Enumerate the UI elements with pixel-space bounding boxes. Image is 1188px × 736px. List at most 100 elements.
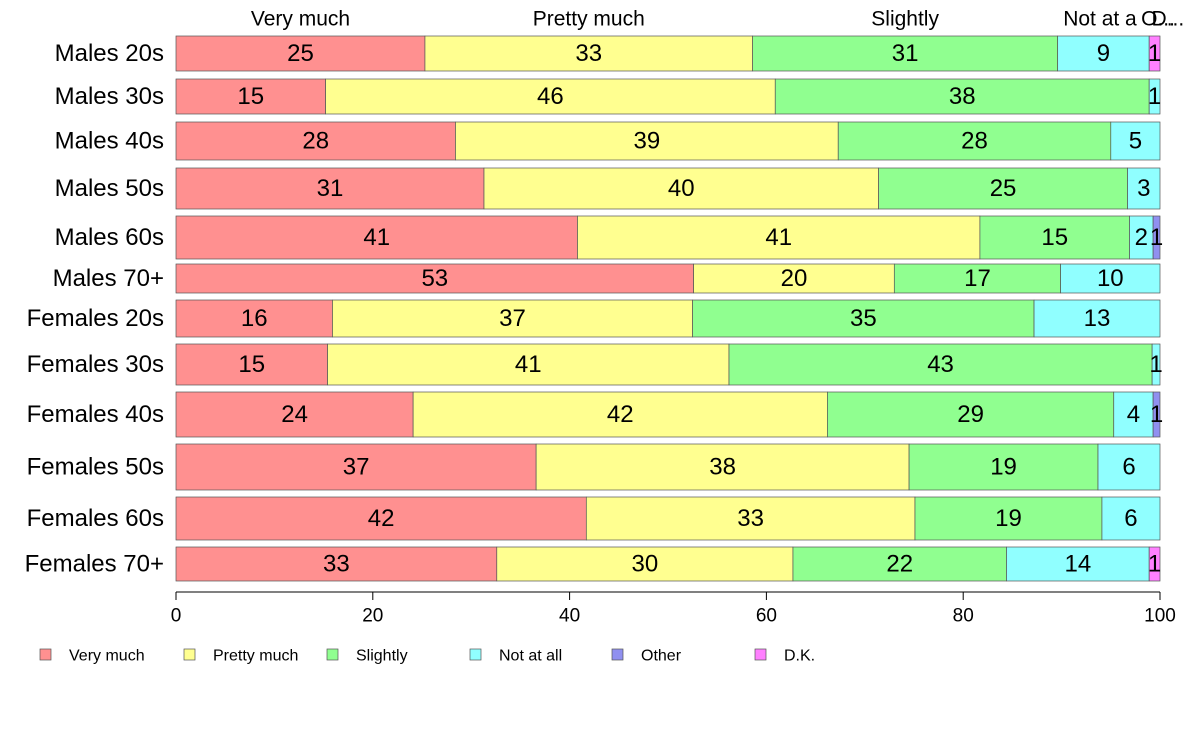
category-label: Females 40s: [27, 401, 164, 428]
legend-label: Not at all: [499, 648, 562, 665]
bar-segment: [175, 78, 326, 115]
bar-value-label: 39: [633, 128, 660, 155]
bar-segment: [325, 78, 776, 115]
bar-value-label: 42: [368, 505, 395, 532]
bar-segment: [1110, 121, 1161, 161]
x-tick-label: 100: [1144, 606, 1176, 627]
bar-value-label: 37: [343, 454, 370, 481]
top-category-label: D...: [1152, 8, 1185, 31]
bar-value-label: 33: [575, 40, 602, 67]
bar-value-label: 46: [537, 83, 564, 110]
legend-label: Slightly: [356, 648, 408, 665]
top-category-label: O...: [1141, 8, 1175, 31]
legend-label: Pretty much: [213, 648, 298, 665]
x-tick-label: 60: [756, 606, 777, 627]
legend-label: D.K.: [784, 648, 815, 665]
category-label: Males 30s: [55, 83, 164, 110]
x-tick-label: 40: [559, 606, 580, 627]
category-label: Females 60s: [27, 505, 164, 532]
bar-value-label: 6: [1122, 454, 1135, 481]
category-label: Males 70+: [53, 265, 164, 292]
bar-value-label: 1: [1148, 40, 1161, 67]
bar-segment: [827, 391, 1115, 438]
bar-value-label: 1: [1150, 224, 1163, 251]
bar-value-label: 30: [632, 551, 659, 578]
bar-segment: [692, 299, 1035, 338]
bar-value-label: 15: [238, 351, 265, 378]
bar-segment: [535, 443, 910, 491]
bar-segment: [175, 496, 587, 541]
bar-segment: [455, 121, 839, 161]
bars: 25 33 31 9 115 46 38 128 39 28 531 40 25 341 41 15 2 153 2…: [175, 35, 1163, 582]
bar-segment: [1097, 443, 1161, 491]
x-axis: 0 20 40 60 80 100: [171, 591, 1176, 627]
bar-value-label: 22: [886, 551, 913, 578]
bar-segment: [1152, 215, 1161, 260]
bar-segment: [496, 546, 794, 582]
category-label: Females 70+: [25, 551, 164, 578]
legend-swatch: [611, 648, 624, 661]
bar-value-label: 16: [241, 305, 268, 332]
legend-swatch: [326, 648, 339, 661]
bar-value-label: 28: [961, 128, 988, 155]
bar-segment: [175, 391, 414, 438]
bar-value-label: 42: [607, 401, 634, 428]
bar-segment: [792, 546, 1007, 582]
bar-segment: [585, 496, 916, 541]
category-label: Males 60s: [55, 224, 164, 251]
bar-value-label: 40: [668, 175, 695, 202]
bar-segment: [175, 343, 328, 386]
bar-value-label: 1: [1148, 551, 1161, 578]
bar-value-label: 13: [1084, 305, 1111, 332]
bar-value-label: 15: [1041, 224, 1068, 251]
category-label: Males 50s: [55, 175, 164, 202]
bar-segment: [175, 215, 578, 260]
bar-segment: [1101, 496, 1161, 541]
bar-segment: [1127, 167, 1161, 210]
bar-segment: [837, 121, 1112, 161]
bar-value-label: 1: [1149, 351, 1162, 378]
bar-segment: [175, 263, 694, 294]
bar-value-label: 29: [957, 401, 984, 428]
bar-value-label: 4: [1127, 401, 1140, 428]
legend: Very much Pretty much Slightly Not at all Ot…: [39, 648, 815, 665]
bar-segment: [175, 299, 333, 338]
bar-value-label: 28: [302, 128, 329, 155]
bar-value-label: 17: [964, 265, 991, 292]
bar-segment: [412, 391, 828, 438]
legend-swatch: [183, 648, 196, 661]
bar-segment: [1060, 263, 1161, 294]
bar-value-label: 9: [1097, 40, 1110, 67]
bar-segment: [1148, 546, 1161, 582]
bar-segment: [327, 343, 730, 386]
bar-segment: [914, 496, 1103, 541]
legend-swatch: [469, 648, 482, 661]
bar-value-label: 10: [1097, 265, 1124, 292]
category-label: Females 20s: [27, 305, 164, 332]
bar-segment: [979, 215, 1130, 260]
bar-value-label: 24: [281, 401, 308, 428]
bar-segment: [332, 299, 693, 338]
bar-segment: [1006, 546, 1150, 582]
top-category-label: Not at a: [1063, 8, 1137, 31]
bar-value-label: 25: [990, 175, 1017, 202]
bar-segment: [1113, 391, 1154, 438]
bar-value-label: 41: [765, 224, 792, 251]
bar-value-label: 43: [927, 351, 954, 378]
bar-segment: [878, 167, 1128, 210]
bar-segment: [1152, 391, 1161, 438]
bar-value-label: 3: [1137, 175, 1150, 202]
bar-segment: [1148, 78, 1161, 115]
top-category-label: Pretty much: [533, 8, 645, 31]
category-labels: Males 20s Males 30s Males 40s Males 50s Male…: [25, 40, 164, 578]
bar-value-label: 25: [287, 40, 314, 67]
bar-value-label: 41: [363, 224, 390, 251]
legend-label: Very much: [69, 648, 145, 665]
bar-segment: [1033, 299, 1161, 338]
category-label: Males 20s: [55, 40, 164, 67]
x-tick-label: 0: [171, 606, 182, 627]
bar-segment: [1151, 343, 1161, 386]
bar-segment: [908, 443, 1099, 491]
bar-value-label: 14: [1064, 551, 1091, 578]
